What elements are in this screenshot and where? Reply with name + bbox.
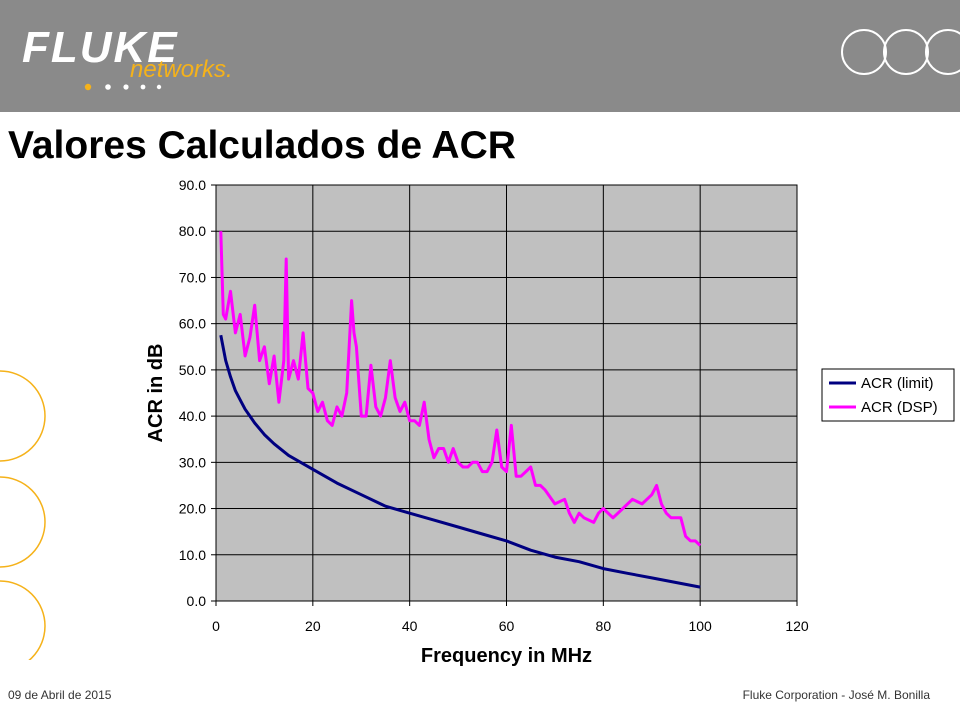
series-line-acr-limit — [219, 334, 701, 589]
x-tick-label: 60 — [499, 618, 515, 634]
x-tick-label: 0 — [212, 618, 220, 634]
logo-subtitle: networks. — [130, 56, 233, 83]
y-tick-label: 60.0 — [179, 316, 206, 332]
slide-title: Valores Calculados de ACR — [8, 124, 516, 167]
y-tick-label: 40.0 — [179, 408, 206, 424]
x-tick-label: 120 — [785, 618, 809, 634]
decorative-side-arcs-icon — [0, 370, 46, 660]
x-tick-label: 20 — [305, 618, 321, 634]
y-axis-label: ACR in dB — [145, 344, 167, 443]
header-bar: FLUKE networks. — [0, 0, 960, 112]
fluke-networks-logo: FLUKE networks. — [22, 26, 262, 106]
footer-author: Fluke Corporation - José M. Bonilla — [742, 688, 930, 702]
logo-dots-icon — [84, 83, 162, 91]
legend-label: ACR (DSP) — [861, 399, 938, 416]
legend: ACR (limit) ACR (DSP) — [821, 368, 955, 422]
y-tick-label: 70.0 — [179, 269, 206, 285]
x-tick-label: 80 — [596, 618, 612, 634]
y-tick-label: 20.0 — [179, 501, 206, 517]
y-tick-label: 30.0 — [179, 454, 206, 470]
legend-label: ACR (limit) — [861, 375, 934, 392]
y-tick-label: 0.0 — [187, 593, 207, 609]
logo-wordmark: FLUKE — [22, 23, 179, 72]
y-tick-label: 90.0 — [179, 177, 206, 193]
series-line-acr-dsp — [219, 231, 702, 547]
legend-box — [821, 368, 955, 422]
acr-line-chart: 0.0 10.0 20.0 30.0 40.0 50.0 60.0 70.0 80.0 90.0 0… — [145, 177, 955, 667]
decorative-circles-icon — [841, 29, 960, 75]
x-tick-label: 100 — [688, 618, 712, 634]
x-tick-label: 40 — [402, 618, 418, 634]
x-axis-label: Frequency in MHz — [421, 645, 592, 667]
y-tick-label: 10.0 — [179, 547, 206, 563]
y-tick-label: 80.0 — [179, 223, 206, 239]
y-tick-label: 50.0 — [179, 362, 206, 378]
footer-date: 09 de Abril de 2015 — [8, 688, 112, 702]
